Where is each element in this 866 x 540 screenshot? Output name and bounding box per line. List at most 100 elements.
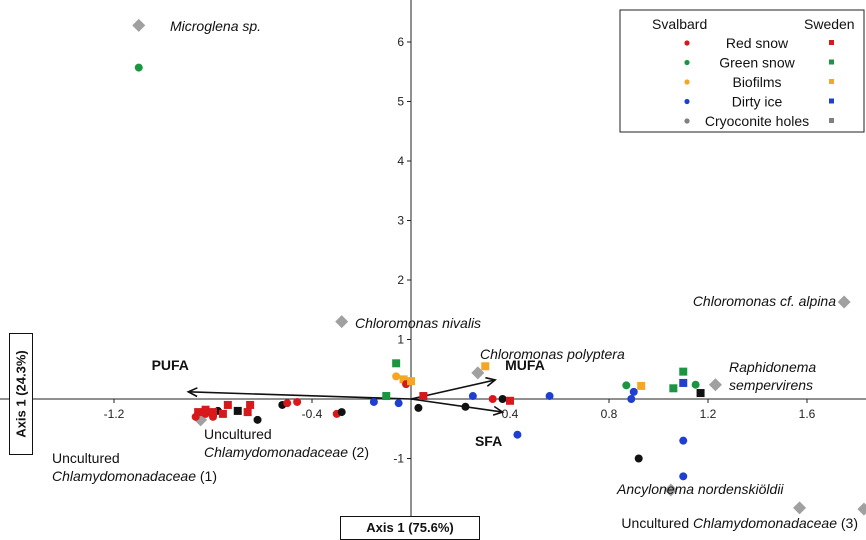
- sample-point-red-square: [209, 408, 217, 417]
- sample-point-green-square: [392, 359, 401, 368]
- sample-point-green-square: [679, 367, 688, 376]
- sample-point-black-circle: [461, 402, 470, 411]
- sample-point-red-square: [419, 392, 428, 401]
- sample-point-black-circle: [498, 395, 507, 403]
- sample-point-green-circle: [134, 63, 143, 72]
- sample-point-blue-circle: [394, 399, 403, 408]
- sample-point-yellow-square: [399, 375, 408, 384]
- sample-point-blue-circle: [468, 392, 477, 401]
- vector-sfa: [410, 398, 503, 413]
- species-label: Raphidonema sempervirens: [729, 359, 816, 393]
- sample-point-red-square: [223, 400, 232, 409]
- y-tick-label: 6: [397, 35, 404, 49]
- x-tick-label: 1.6: [799, 407, 816, 421]
- y-tick-label: -1: [393, 452, 404, 466]
- sample-point-yellow-circle: [392, 372, 401, 381]
- x-ticks: -1.2 -0.4 0.4 0.8 1.2 1.6: [104, 399, 816, 421]
- x-tick-label: 1.2: [700, 407, 717, 421]
- sample-point-black-circle: [253, 415, 262, 424]
- y-tick-label: 3: [397, 214, 404, 228]
- species-label: Chloromonas polyptera: [480, 346, 625, 362]
- sample-point-yellow-square: [407, 377, 415, 386]
- legend-header-sweden: Sweden: [804, 16, 855, 32]
- sample-point-blue-circle: [629, 387, 638, 396]
- legend-marker-sweden: [829, 40, 834, 45]
- sample-point-green-square: [669, 384, 678, 393]
- legend-marker-svalbard: [684, 98, 690, 105]
- species-label: Uncultured Chlamydomonadaceae (2): [204, 426, 369, 460]
- sample-point-yellow-square: [481, 362, 490, 371]
- loading-vectors: PUFA MUFA SFA: [152, 357, 545, 449]
- sample-point-green-circle: [622, 381, 631, 390]
- legend-marker-sweden: [829, 59, 834, 65]
- species-label-line1: Uncultured: [52, 450, 120, 466]
- legend-label: Dirty ice: [732, 94, 783, 110]
- species-marker: [837, 295, 851, 309]
- x-tick-label: -1.2: [104, 407, 125, 421]
- species-label-suffix: (3): [837, 515, 858, 531]
- species-marker: [708, 378, 722, 392]
- y-axis-title: Axis 1 (24.3%): [9, 333, 33, 455]
- sample-point-blue-circle: [369, 397, 378, 406]
- legend-label: Red snow: [726, 35, 789, 51]
- x-tick-label: 0.4: [502, 407, 519, 421]
- sample-point-green-circle: [691, 380, 700, 389]
- species-marker: [857, 502, 866, 516]
- legend-marker-sweden: [829, 98, 834, 104]
- sample-point-yellow-square: [637, 381, 646, 390]
- species-label-line1: Raphidonema: [729, 359, 816, 375]
- species-marker: [471, 366, 485, 380]
- sample-point-red-square: [243, 408, 252, 417]
- species-marker: [793, 501, 807, 515]
- legend-label: Biofilms: [732, 74, 781, 90]
- vector-arrowhead: [492, 405, 505, 416]
- sample-point-green-square: [382, 392, 391, 401]
- species-marker: [335, 315, 349, 329]
- species-label: Uncultured Chlamydomonadaceae (1): [52, 450, 217, 484]
- vector-label: SFA: [475, 433, 502, 449]
- vector-pufa: [188, 391, 412, 400]
- x-tick-label: -0.4: [302, 407, 323, 421]
- y-tick-label: 2: [397, 273, 404, 287]
- species-label-name: Chloromonas cf. alpina: [693, 293, 836, 309]
- sample-point-blue-square: [679, 378, 688, 387]
- species-scores: Microglena sp. Chloromonas nivalis Chlorom…: [52, 18, 866, 531]
- species-label: Microglena sp.: [170, 18, 261, 34]
- sample-point-black-circle: [634, 454, 643, 463]
- legend-label: Green snow: [719, 55, 795, 71]
- vector-label: PUFA: [152, 357, 189, 373]
- species-label: Ancylonema nordenskiöldii: [616, 481, 784, 497]
- y-axis-title-text: Axis 1 (24.3%): [13, 350, 29, 438]
- legend-marker-sweden: [829, 79, 834, 84]
- legend-header-svalbard: Svalbard: [652, 16, 707, 32]
- species-label-name: Chloromonas nivalis: [355, 315, 481, 331]
- species-label-suffix: (2): [348, 444, 369, 460]
- sample-point-blue-circle: [679, 472, 688, 481]
- y-tick-label: 4: [397, 154, 404, 168]
- species-label-suffix: (1): [196, 468, 217, 484]
- species-label-name: Ancylonema nordenskiöldii: [616, 481, 784, 497]
- sample-point-red-square: [506, 396, 514, 405]
- legend-marker-svalbard: [684, 118, 690, 124]
- sample-point-red-square: [246, 400, 255, 409]
- sample-point-red-circle: [283, 399, 292, 408]
- legend: Svalbard Sweden Red snow Green snow Biofil…: [619, 9, 865, 133]
- species-label-line1: Uncultured: [204, 426, 272, 442]
- sample-point-black-circle: [414, 403, 423, 412]
- sample-point-blue-circle: [545, 392, 554, 401]
- legend-marker-svalbard: [684, 59, 690, 66]
- sample-point-black-square: [696, 389, 705, 398]
- species-label-name: Microglena sp.: [170, 18, 261, 34]
- species-marker: [664, 483, 678, 497]
- sample-points: [134, 63, 705, 481]
- vector-arrowhead: [186, 387, 198, 398]
- species-label: Chloromonas nivalis: [355, 315, 481, 331]
- sample-point-black-square: [233, 406, 242, 415]
- y-tick-label: 5: [397, 95, 404, 109]
- legend-entries: Red snow Green snow Biofilms Dirty ice Cryoc…: [684, 35, 834, 129]
- legend-marker-svalbard: [684, 79, 690, 85]
- sample-point-red-square: [194, 408, 203, 417]
- species-label: Chloromonas cf. alpina: [693, 293, 836, 309]
